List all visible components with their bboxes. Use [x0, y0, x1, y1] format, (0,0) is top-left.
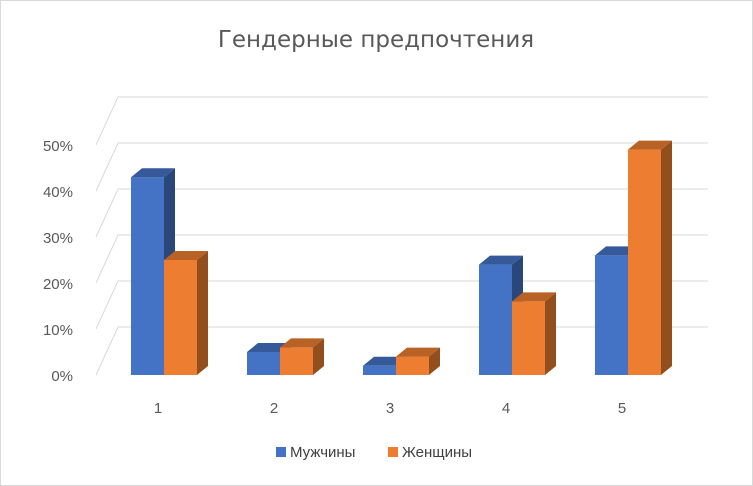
bar	[396, 347, 440, 375]
y-tick-label: 30%	[43, 230, 73, 247]
y-tick-label: 10%	[43, 322, 73, 339]
y-axis: 0% 10% 20% 30% 40% 50%	[43, 138, 73, 385]
bar-front	[164, 260, 197, 375]
bar	[280, 338, 324, 375]
bar-front	[247, 352, 280, 375]
legend-item: Мужчины	[276, 444, 355, 461]
bar-top	[280, 338, 324, 348]
bar-front	[595, 255, 628, 375]
bar-top	[628, 140, 672, 150]
y-tick-label: 40%	[43, 184, 73, 201]
legend-swatch	[276, 447, 286, 457]
bar-front	[628, 149, 661, 375]
bar-top	[164, 251, 208, 260]
bar-front	[131, 177, 164, 375]
bar-side	[197, 251, 208, 375]
bar-top	[479, 255, 523, 265]
bar-top	[396, 347, 440, 357]
x-tick-label: 1	[154, 400, 162, 417]
y-tick-label: 20%	[43, 276, 73, 293]
x-tick-label: 2	[270, 400, 278, 417]
bars	[131, 140, 672, 375]
legend-swatch	[388, 447, 398, 457]
y-tick-label: 0%	[51, 368, 73, 385]
legend: Мужчины Женщины	[276, 444, 472, 461]
x-tick-label: 5	[618, 400, 626, 417]
gridline	[95, 188, 708, 238]
bar	[479, 255, 523, 375]
gridline	[95, 234, 708, 284]
bar-top	[131, 168, 175, 178]
bar	[628, 140, 672, 375]
legend-item: Женщины	[388, 444, 472, 461]
bar-front	[396, 356, 429, 375]
bar-front	[479, 264, 512, 375]
legend-label: Мужчины	[290, 444, 355, 461]
bar-side	[661, 140, 672, 375]
x-axis: 1 2 3 4 5	[154, 400, 626, 417]
bar-side	[313, 338, 324, 375]
bar-front	[363, 365, 396, 375]
y-tick-label: 50%	[43, 138, 73, 155]
x-tick-label: 3	[386, 400, 394, 417]
bar	[512, 292, 556, 375]
gridline	[95, 96, 708, 146]
x-tick-label: 4	[502, 400, 510, 417]
bar-top	[512, 292, 556, 302]
bar-front	[280, 347, 313, 375]
gridline	[95, 142, 708, 192]
bar-front	[512, 301, 545, 375]
chart-title: Гендерные предпочтения	[218, 27, 534, 53]
legend-label: Женщины	[402, 444, 472, 461]
bar-side	[545, 292, 556, 375]
bar-side	[429, 347, 440, 375]
bar	[164, 251, 208, 375]
